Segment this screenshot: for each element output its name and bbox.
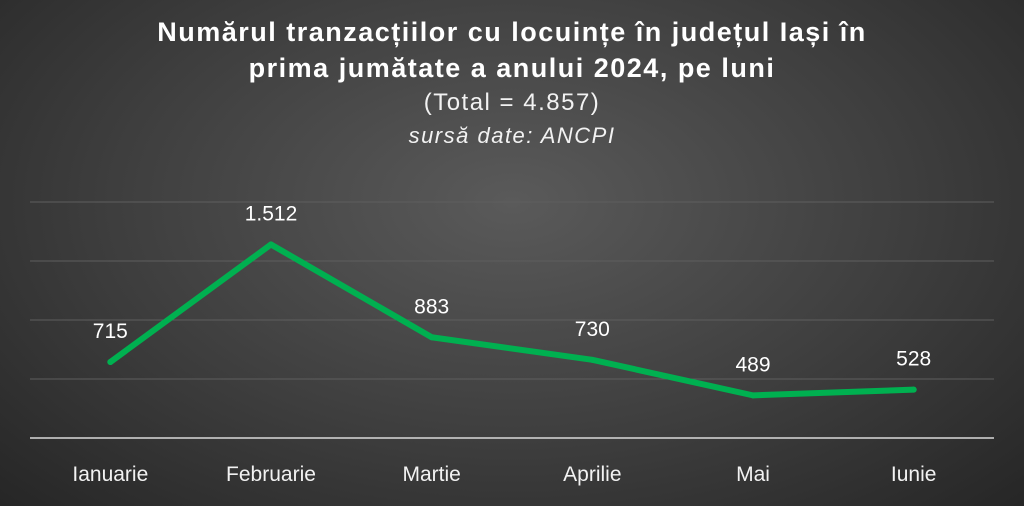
data-point xyxy=(107,359,114,366)
series-line xyxy=(107,241,917,399)
x-tick-label: Mai xyxy=(736,463,770,486)
data-label: 730 xyxy=(575,318,610,341)
chart-title-line-1: Numărul tranzacțiilor cu locuințe în jud… xyxy=(157,17,867,47)
data-point xyxy=(589,356,596,363)
chart-subtitle: (Total = 4.857) xyxy=(423,89,601,116)
data-label: 489 xyxy=(735,353,770,376)
data-point xyxy=(428,334,435,341)
data-point xyxy=(910,386,917,393)
x-tick-label: Aprilie xyxy=(563,463,621,486)
data-point xyxy=(750,392,756,399)
x-tick-label: Februarie xyxy=(226,463,316,486)
data-label: 1.512 xyxy=(245,202,298,225)
data-label: 883 xyxy=(414,295,449,318)
x-tick-label: Martie xyxy=(402,463,460,486)
chart-title-line-2: prima jumătate a anului 2024, pe luni xyxy=(248,53,776,83)
chart-titles: Numărul tranzacțiilor cu locuințe în jud… xyxy=(0,14,1024,152)
data-label: 715 xyxy=(93,320,128,343)
x-tick-label: Ianuarie xyxy=(72,463,148,486)
x-tick-label: Iunie xyxy=(891,463,937,486)
data-label: 528 xyxy=(896,348,931,371)
chart-source: sursă date: ANCPI xyxy=(408,123,616,148)
data-point xyxy=(268,241,274,248)
